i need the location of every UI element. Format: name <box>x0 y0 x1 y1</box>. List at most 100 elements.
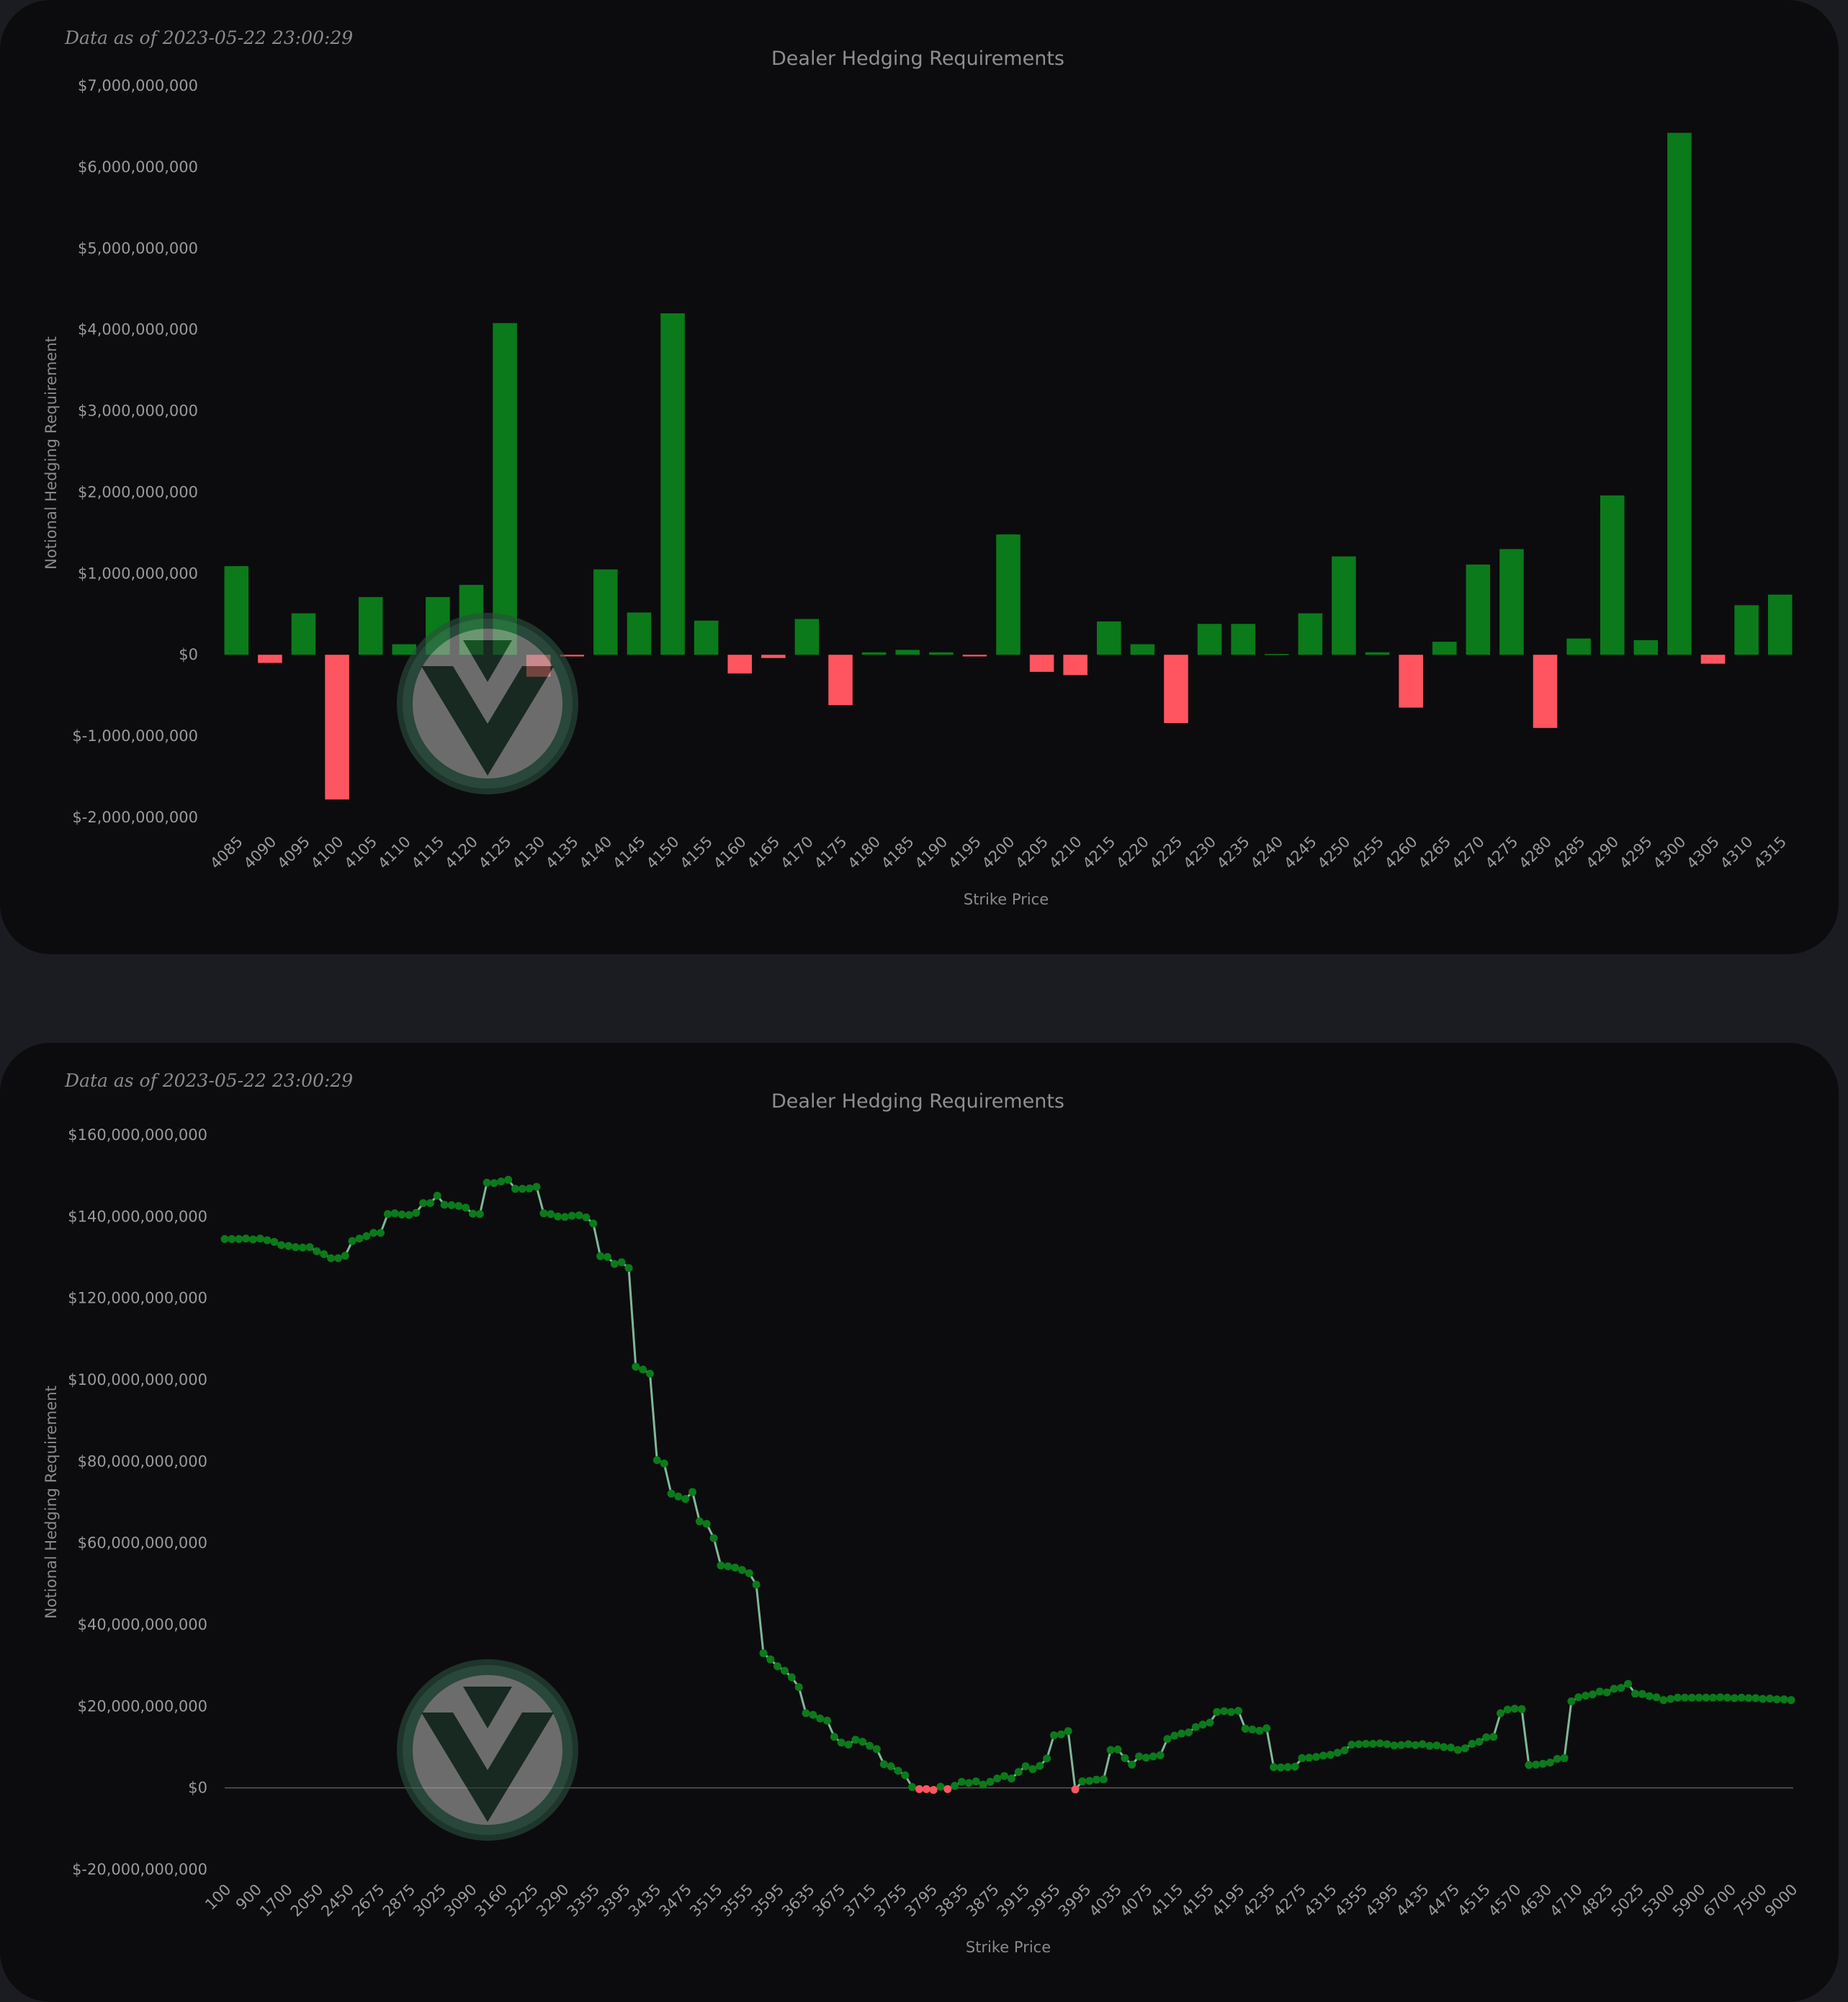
data-point <box>1178 1729 1186 1738</box>
data-point <box>377 1229 385 1237</box>
data-point <box>858 1738 867 1746</box>
data-point <box>802 1709 810 1718</box>
data-point <box>1276 1763 1285 1772</box>
x-tick-label: 4205 <box>1012 833 1051 873</box>
data-point <box>1064 1727 1072 1736</box>
data-point <box>1085 1777 1094 1785</box>
x-tick-label: 4305 <box>1683 833 1723 873</box>
data-point <box>1234 1707 1242 1715</box>
x-tick-label: 2050 <box>287 1881 327 1921</box>
data-point <box>993 1774 1002 1783</box>
data-point <box>1156 1751 1165 1759</box>
data-point <box>646 1370 654 1378</box>
data-point <box>419 1199 428 1208</box>
bar <box>1399 655 1423 708</box>
data-point <box>1376 1739 1384 1748</box>
x-tick-label: 9000 <box>1762 1881 1801 1921</box>
data-point <box>305 1243 314 1252</box>
data-point <box>1021 1762 1030 1771</box>
x-tick-label: 3090 <box>441 1881 480 1921</box>
x-tick-label: 7500 <box>1731 1881 1770 1921</box>
data-point <box>632 1363 640 1371</box>
line-chart-panel: Data as of 2023-05-22 23:00:29 Dealer He… <box>0 1043 1839 2002</box>
bar <box>224 566 249 655</box>
bar <box>996 534 1021 655</box>
x-tick-label: 4255 <box>1347 833 1387 873</box>
x-tick-label: 4190 <box>912 833 951 873</box>
data-point <box>1659 1696 1668 1705</box>
x-tick-label: 3995 <box>1055 1881 1095 1921</box>
data-point <box>220 1235 229 1243</box>
data-point <box>1468 1740 1476 1748</box>
bar <box>1298 613 1323 655</box>
x-tick-label: 5025 <box>1608 1881 1648 1921</box>
bar <box>929 652 954 655</box>
data-point <box>1241 1725 1250 1733</box>
data-point <box>383 1210 392 1218</box>
data-timestamp: Data as of 2023-05-22 23:00:29 <box>65 27 354 48</box>
bar <box>828 655 853 706</box>
data-point <box>1333 1749 1342 1757</box>
data-point <box>986 1777 995 1786</box>
data-point <box>879 1760 888 1769</box>
bar <box>1466 564 1491 655</box>
data-point <box>681 1495 690 1503</box>
data-point <box>1759 1694 1767 1703</box>
data-point <box>1418 1740 1427 1749</box>
bar <box>1432 642 1457 655</box>
data-point <box>717 1561 725 1570</box>
data-point <box>1624 1679 1633 1688</box>
data-point <box>1432 1741 1441 1750</box>
data-point <box>752 1581 761 1589</box>
bar <box>291 613 316 655</box>
data-point <box>652 1456 661 1465</box>
data-point <box>242 1234 250 1243</box>
data-point <box>1595 1687 1604 1696</box>
bar <box>627 612 652 655</box>
y-tick-label: $40,000,000,000 <box>78 1616 207 1633</box>
data-point <box>1099 1775 1108 1784</box>
data-point <box>1368 1740 1377 1748</box>
x-tick-label: 4215 <box>1080 833 1119 873</box>
x-tick-label: 4195 <box>945 833 984 873</box>
bar <box>258 655 282 663</box>
x-tick-label: 4150 <box>643 833 683 873</box>
x-tick-label: 4180 <box>844 833 884 873</box>
bar <box>1130 644 1155 655</box>
x-tick-label: 4290 <box>1582 833 1622 873</box>
x-tick-label: 4270 <box>1448 833 1488 873</box>
data-point <box>1744 1694 1753 1702</box>
data-point <box>277 1241 286 1249</box>
data-point <box>1517 1705 1526 1713</box>
data-point <box>972 1777 980 1786</box>
data-point <box>475 1210 484 1218</box>
data-point <box>248 1235 257 1244</box>
y-tick-label: $-2,000,000,000 <box>72 809 198 826</box>
data-point <box>582 1213 591 1221</box>
data-point <box>922 1785 930 1793</box>
x-tick-label: 3435 <box>625 1881 665 1921</box>
x-tick-label: 3715 <box>840 1881 879 1921</box>
data-point <box>589 1219 598 1228</box>
data-point <box>1326 1751 1335 1759</box>
y-tick-label: $80,000,000,000 <box>78 1453 207 1470</box>
bar <box>794 619 820 655</box>
data-point <box>390 1209 399 1218</box>
x-tick-label: 3915 <box>994 1881 1033 1921</box>
bar <box>1264 654 1289 655</box>
data-point <box>1737 1693 1746 1702</box>
data-point <box>1539 1759 1547 1768</box>
x-tick-label: 4475 <box>1424 1881 1463 1921</box>
data-point <box>1319 1751 1327 1760</box>
data-point <box>1702 1693 1710 1702</box>
x-tick-label: 4275 <box>1270 1881 1309 1921</box>
y-tick-label: $4,000,000,000 <box>78 321 198 338</box>
data-point <box>1574 1693 1583 1702</box>
x-tick-label: 5300 <box>1638 1881 1678 1921</box>
data-point <box>1043 1754 1051 1763</box>
x-tick-label: 4395 <box>1362 1881 1401 1921</box>
bar <box>861 652 887 655</box>
data-point <box>539 1209 548 1218</box>
x-tick-label: 2450 <box>318 1881 357 1921</box>
data-point <box>1695 1693 1703 1702</box>
